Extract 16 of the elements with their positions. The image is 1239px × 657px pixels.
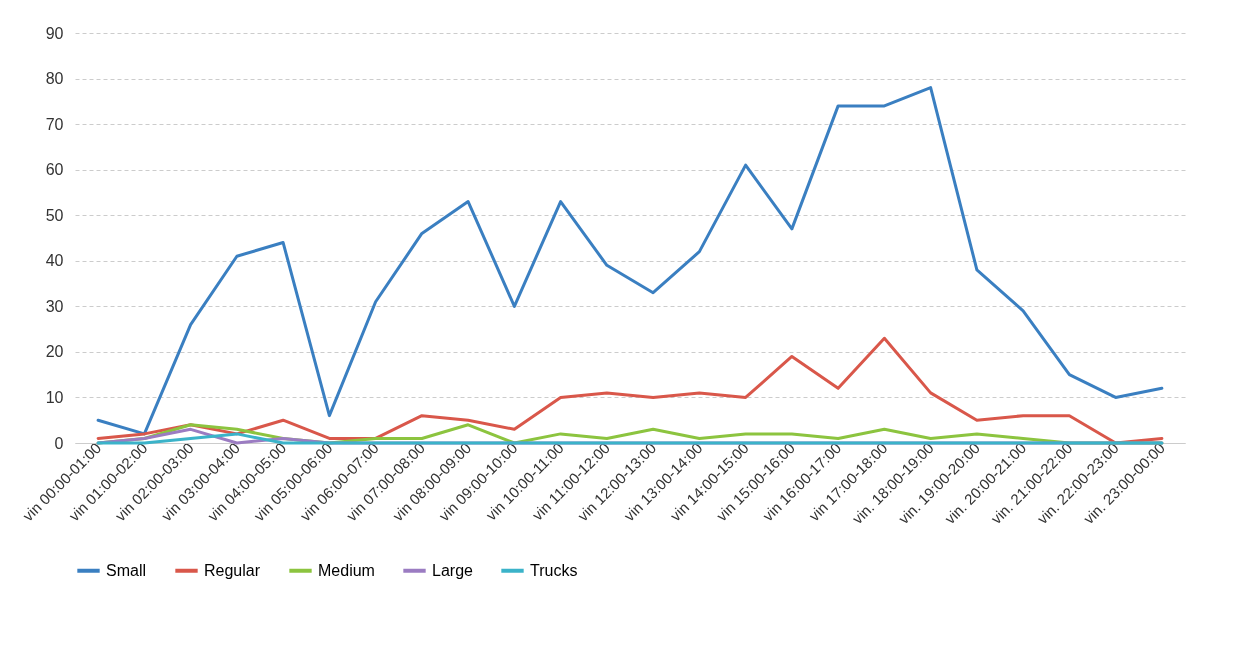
line-series <box>96 336 1164 445</box>
y-tick-label: 10 <box>45 388 64 406</box>
legend-label: Medium <box>318 561 375 579</box>
legend-label: Large <box>432 561 474 579</box>
legend-label: Small <box>106 561 147 579</box>
y-tick-label: 20 <box>45 343 64 361</box>
line-series <box>96 86 1164 436</box>
y-tick-label: 30 <box>45 297 64 315</box>
y-tick-label: 60 <box>45 161 64 179</box>
y-tick-label: 70 <box>45 115 64 133</box>
y-tick-label: 50 <box>45 206 64 224</box>
y-tick-label: 80 <box>45 70 64 88</box>
legend-label: Trucks <box>530 561 578 579</box>
y-tick-label: 40 <box>45 252 64 270</box>
y-tick-label: 90 <box>45 24 64 42</box>
legend-label: Regular <box>204 561 261 579</box>
